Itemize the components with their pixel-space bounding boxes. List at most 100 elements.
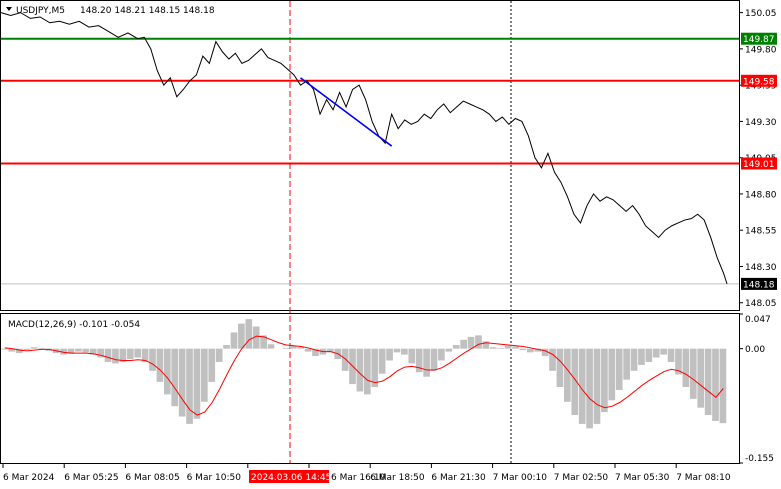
price-tick-label: 149.30 [745, 118, 777, 128]
macd-bar [504, 345, 512, 349]
macd-bar [326, 348, 334, 353]
macd-bar [393, 348, 401, 353]
macd-bar [415, 348, 423, 373]
macd-bar [356, 348, 364, 392]
macd-bar [23, 348, 30, 351]
macd-bar [230, 332, 238, 349]
macd-bar [8, 348, 16, 352]
price-tick-label: 148.30 [745, 263, 777, 273]
macd-bar [689, 348, 697, 399]
time-tick-label: 7 Mar 08:10 [676, 473, 731, 483]
macd-bar [112, 348, 119, 364]
time-tick-label: 6 Mar 16:10 [331, 473, 386, 483]
macd-bar [378, 348, 386, 374]
time-axis: 6 Mar 2024 6 Mar 05:25 6 Mar 08:05 6 Mar 10… [2, 463, 731, 483]
macd-bar [475, 335, 482, 349]
macd-bar [208, 348, 216, 382]
macd-bar [193, 348, 201, 419]
macd-tick-label: 0.00 [745, 345, 765, 355]
macd-bar [512, 346, 519, 349]
ohlc-values: 148.20 148.21 148.15 148.18 [80, 6, 215, 16]
macd-bar [282, 347, 290, 349]
level-label: 148.18 [743, 280, 775, 290]
price-levels[interactable] [1, 37, 739, 285]
macd-bar [97, 348, 104, 358]
macd-bar [149, 348, 156, 371]
macd-bar [638, 348, 645, 365]
price-tick-label: 148.55 [745, 227, 777, 237]
macd-tick-label: -0.155 [745, 454, 774, 464]
macd-bar [186, 348, 193, 424]
trend-line[interactable] [300, 77, 393, 147]
macd-bar [15, 348, 23, 354]
macd-bar [556, 348, 564, 388]
macd-bar [156, 348, 164, 382]
macd-histogram [1, 319, 727, 429]
macd-bar [704, 348, 712, 416]
macd-bar [534, 348, 542, 352]
macd-bar [163, 348, 171, 395]
macd-bar [89, 348, 97, 355]
macd-bar [38, 347, 45, 349]
macd-bar [460, 339, 467, 349]
macd-bar [75, 348, 82, 352]
macd-bar [134, 348, 142, 358]
vertical-markers [289, 1, 512, 463]
macd-bar [586, 348, 593, 429]
macd-bar [408, 348, 416, 364]
macd-bar [82, 348, 90, 353]
symbol-label: USDJPY,M5 [16, 6, 65, 16]
time-tick-label: 6 Mar 21:30 [431, 473, 486, 483]
macd-bar [593, 348, 601, 424]
macd-bar [601, 348, 608, 413]
price-tick-label: 150.05 [745, 9, 777, 19]
macd-bar [297, 347, 304, 349]
macd-bar [541, 348, 549, 357]
macd-bar [289, 345, 297, 349]
highlighted-time-bg [249, 470, 329, 483]
time-tick-label: 7 Mar 02:50 [554, 473, 609, 483]
price-tick-label: 148.80 [745, 190, 777, 200]
macd-bar [238, 323, 245, 349]
macd-bar [497, 347, 505, 349]
macd-bar [312, 348, 319, 357]
macd-bar [245, 319, 253, 349]
macd-bar [623, 348, 630, 380]
macd-bar [578, 348, 586, 424]
macd-bar [571, 348, 579, 416]
macd-bar [608, 348, 616, 401]
macd-bar [252, 326, 260, 349]
macd-bar [423, 348, 430, 377]
macd-bar [675, 348, 682, 375]
macd-bar [526, 348, 534, 353]
macd-bar [489, 347, 497, 349]
price-tick-label: 149.80 [745, 45, 777, 55]
time-tick-label: 6 Mar 05:25 [64, 473, 118, 483]
macd-bar [682, 348, 690, 388]
price-tick-label: 148.05 [745, 299, 777, 309]
time-tick-label: 7 Mar 05:30 [615, 473, 670, 483]
macd-bar [401, 348, 408, 355]
macd-bar [660, 348, 667, 355]
macd-bar [215, 348, 223, 362]
macd-bar [549, 348, 556, 371]
macd-bar [652, 348, 660, 358]
macd-bar [126, 348, 134, 359]
level-label-bg [741, 74, 777, 87]
macd-tick-label: 0.047 [745, 315, 771, 325]
macd-bar [341, 348, 349, 371]
macd-bar [60, 348, 67, 355]
macd-bar [30, 347, 38, 349]
level-label-bg [741, 157, 777, 170]
symbol-dropdown-icon[interactable] [6, 7, 12, 11]
level-label: 149.58 [743, 77, 775, 87]
level-price-labels: 149.87 149.58 149.01 148.18 [741, 32, 777, 290]
time-tick-label: 6 Mar 2024 [3, 473, 55, 483]
macd-bar [67, 348, 75, 354]
macd-bar [267, 344, 275, 349]
macd-bar [645, 348, 653, 362]
macd-signal-line [4, 335, 724, 416]
time-tick-label: 6 Mar 10:50 [187, 473, 242, 483]
macd-bar [141, 348, 149, 362]
